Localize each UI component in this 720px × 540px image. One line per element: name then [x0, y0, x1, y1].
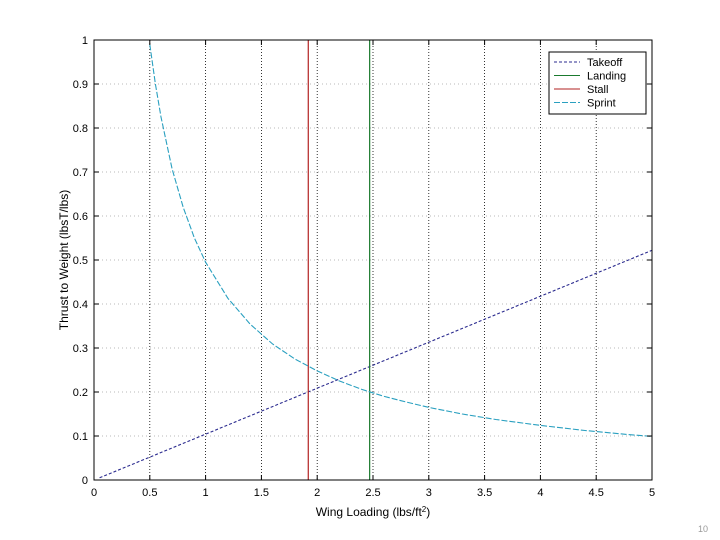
grid	[94, 40, 652, 480]
x-tick-label: 3.5	[477, 487, 492, 499]
y-axis-label: Thrust to Weight (lbsT/lbs)	[57, 190, 71, 330]
x-tick-label: 4	[537, 487, 543, 499]
x-tick-label: 1	[203, 487, 209, 499]
x-axis-label-close: )	[426, 505, 430, 519]
x-axis-label-superscript: 2	[422, 505, 427, 514]
y-tick-label: 0.1	[73, 431, 88, 443]
x-tick-label: 4.5	[589, 487, 604, 499]
x-tick-label: 3	[426, 487, 432, 499]
y-tick-label: 0.6	[73, 211, 88, 223]
legend-label-stall: Stall	[587, 84, 608, 96]
page-number: 10	[697, 524, 708, 534]
x-tick-label: 0	[91, 487, 97, 499]
y-tick-label: 0.7	[73, 167, 88, 179]
x-tick-label: 2	[314, 487, 320, 499]
legend-label-landing: Landing	[587, 71, 626, 83]
y-tick-label: 0.5	[73, 255, 88, 267]
legend-label-sprint: Sprint	[587, 98, 616, 110]
x-axis-label: Wing Loading (lbs/ft2)	[316, 505, 431, 520]
ticks: 0 0.5 1 1.5 2 2.5 3 3.5 4 4.5 5 0 0.1 0.2 0.3 0.4 0.5 0.6…	[73, 35, 655, 499]
series-layer	[99, 40, 653, 480]
sprint-series	[149, 44, 653, 437]
y-tick-label: 0.9	[73, 79, 88, 91]
y-tick-label: 0.2	[73, 387, 88, 399]
y-tick-label: 0.4	[73, 299, 88, 311]
x-tick-label: 0.5	[142, 487, 157, 499]
y-tick-label: 0	[82, 475, 88, 487]
y-tick-label: 0.3	[73, 343, 88, 355]
x-axis-label-text: Wing Loading (lbs/ft	[316, 505, 423, 519]
y-tick-label: 1	[82, 35, 88, 47]
takeoff-series	[99, 249, 653, 479]
x-tick-label: 5	[649, 487, 655, 499]
y-tick-label: 0.8	[73, 123, 88, 135]
x-tick-label: 1.5	[254, 487, 269, 499]
legend-label-takeoff: Takeoff	[587, 57, 623, 69]
x-tick-label: 2.5	[365, 487, 380, 499]
